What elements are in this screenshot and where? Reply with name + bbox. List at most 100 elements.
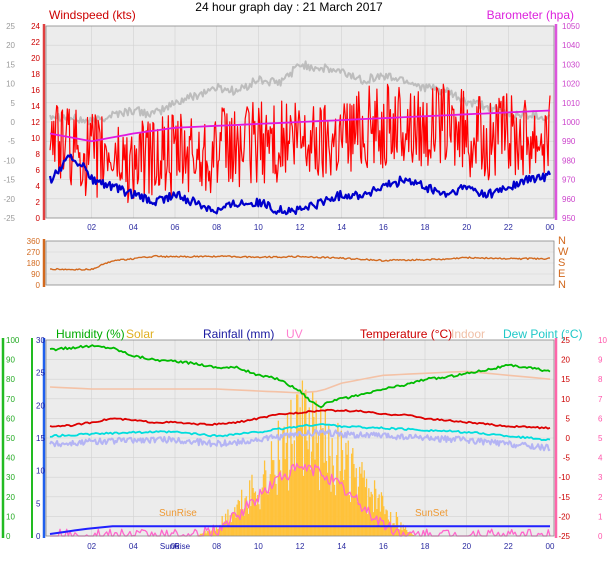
y-tick-label: 0 <box>598 532 603 541</box>
y-tick-label: 15 <box>6 60 15 69</box>
x-tick-label: 00 <box>546 223 555 232</box>
y-tick-label: 0 <box>566 434 571 443</box>
y-tick-label: 15 <box>36 434 45 443</box>
x-tick-label: 06 <box>171 542 180 551</box>
y-tick-label: 1010 <box>562 99 580 108</box>
y-tick-label: 20 <box>6 493 15 502</box>
y-tick-label: 6 <box>36 166 41 175</box>
y-tick-label: -5 <box>8 137 16 146</box>
y-tick-label: 10 <box>598 336 607 345</box>
y-tick-label: 10 <box>561 395 570 404</box>
barometer-axis-title: Barometer (hpa) <box>487 8 574 22</box>
y-tick-label: 0 <box>36 281 41 290</box>
x-tick-label: 22 <box>504 542 513 551</box>
y-tick-label: 15 <box>561 375 570 384</box>
y-tick-label: 80 <box>6 375 15 384</box>
y-tick-label: 3 <box>598 473 603 482</box>
x-tick-label: 02 <box>87 542 96 551</box>
y-tick-label: 10 <box>31 134 40 143</box>
y-tick-label: 0 <box>11 118 16 127</box>
y-tick-label: 4 <box>598 454 603 463</box>
x-tick-label: 06 <box>171 223 180 232</box>
x-tick-label: 10 <box>254 223 263 232</box>
y-tick-label: 90 <box>6 356 15 365</box>
y-tick-label: W <box>558 246 569 258</box>
y-tick-label: 1050 <box>562 22 580 31</box>
dew-point-line <box>49 423 551 441</box>
y-tick-label: 270 <box>27 248 41 257</box>
y-tick-label: 5 <box>11 99 16 108</box>
y-tick-label: 0 <box>6 532 11 541</box>
y-tick-label: 360 <box>27 237 41 246</box>
y-tick-label: 950 <box>562 214 576 223</box>
y-tick-label: N <box>558 235 566 247</box>
sunset-annotation: SunSet <box>415 508 448 519</box>
y-tick-label: 970 <box>562 176 576 185</box>
plot-frame <box>45 25 555 219</box>
y-tick-label: 70 <box>6 395 15 404</box>
y-tick-label: 90 <box>31 270 40 279</box>
y-tick-label: -25 <box>558 532 570 541</box>
indoor-legend: Indoor <box>451 327 485 341</box>
plot-frame <box>45 339 555 537</box>
x-tick-label: 14 <box>337 223 346 232</box>
y-tick-label: 16 <box>31 86 40 95</box>
gray-series-line <box>49 60 551 126</box>
y-tick-label: 6 <box>598 414 603 423</box>
y-tick-label: 30 <box>6 473 15 482</box>
y-tick-label: 5 <box>36 499 41 508</box>
x-tick-label: 22 <box>504 223 513 232</box>
temperature-legend: Temperature (°C) <box>360 327 452 341</box>
sunrise-annotation: SunRise <box>159 508 197 519</box>
dew-band-line <box>49 428 551 452</box>
y-tick-label: 980 <box>562 156 576 165</box>
y-tick-label: 25 <box>561 336 570 345</box>
y-tick-label: 18 <box>31 70 40 79</box>
y-tick-label: 30 <box>36 336 45 345</box>
y-tick-label: 60 <box>6 414 15 423</box>
y-tick-label: N <box>558 279 566 291</box>
y-tick-label: 7 <box>598 395 603 404</box>
y-tick-label: -15 <box>558 493 570 502</box>
y-tick-label: 24 <box>31 22 40 31</box>
plot-frame <box>45 240 555 286</box>
y-tick-label: 8 <box>598 375 603 384</box>
x-tick-label: 04 <box>129 223 138 232</box>
rainfall-line <box>49 525 550 535</box>
rainfall-legend: Rainfall (mm) <box>203 327 274 341</box>
x-tick-label: 18 <box>421 223 430 232</box>
y-tick-label: 9 <box>598 356 603 365</box>
y-tick-label: 12 <box>31 118 40 127</box>
y-tick-label: 1040 <box>562 41 580 50</box>
y-tick-label: 10 <box>36 467 45 476</box>
blue-series-line <box>48 153 552 216</box>
y-tick-label: 0 <box>36 532 41 541</box>
y-tick-label: -10 <box>3 156 15 165</box>
y-tick-label: 960 <box>562 195 576 204</box>
y-tick-label: 180 <box>27 259 41 268</box>
x-tick-label: 10 <box>254 542 263 551</box>
y-tick-label: 20 <box>6 41 15 50</box>
y-tick-label: -20 <box>3 195 15 204</box>
y-tick-label: 5 <box>598 434 603 443</box>
y-tick-label: 22 <box>31 38 40 47</box>
x-tick-label: 20 <box>462 542 471 551</box>
y-tick-label: 14 <box>31 102 40 111</box>
y-tick-label: 40 <box>6 454 15 463</box>
y-tick-label: S <box>558 257 565 269</box>
windspeed-axis-title: Windspeed (kts) <box>49 8 136 22</box>
barometer-line <box>49 109 551 143</box>
indoor-line <box>49 370 551 394</box>
y-tick-label: 4 <box>36 182 41 191</box>
x-tick-label: 08 <box>212 542 221 551</box>
y-tick-label: 25 <box>6 22 15 31</box>
y-tick-label: 8 <box>36 150 41 159</box>
x-tick-label: 14 <box>337 542 346 551</box>
y-tick-label: 5 <box>566 414 571 423</box>
x-tick-label: 18 <box>421 542 430 551</box>
y-tick-label: E <box>558 268 565 280</box>
y-tick-label: -25 <box>3 214 15 223</box>
y-tick-label: 10 <box>6 80 15 89</box>
y-tick-label: 20 <box>561 356 570 365</box>
